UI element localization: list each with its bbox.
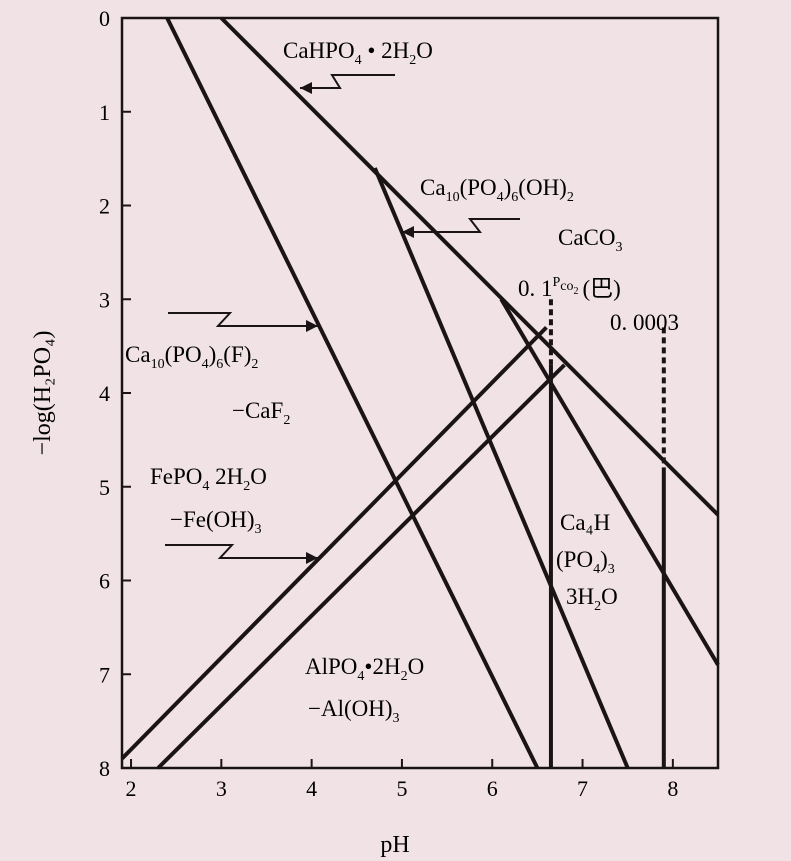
y-tick-label: 2: [99, 194, 110, 219]
label-pco2-0.1: 0. 1Pco2 (巴): [518, 275, 621, 301]
pointer-hap: [402, 218, 520, 233]
annotation-alpo4: AlPO4•2H2O −Al(OH)3: [305, 654, 424, 726]
svg-text:Ca10(PO4)6(F)2: Ca10(PO4)6(F)2: [125, 342, 258, 372]
pointer-fap: [168, 312, 318, 327]
label-pco2-0.0003: 0. 0003: [610, 310, 679, 335]
x-tick-label: 6: [487, 776, 498, 801]
pointer-fepo4: [165, 544, 318, 559]
label-ca4h-h2o: 3H2O: [566, 584, 618, 614]
label-caco3: CaCO3: [558, 225, 623, 255]
series-lines: [120, 16, 720, 770]
y-tick-label: 8: [99, 756, 110, 781]
svg-text:Ca10(PO4)6(OH)2: Ca10(PO4)6(OH)2: [420, 175, 574, 205]
arrow-head-icon: [402, 226, 414, 238]
y-tick-label: 3: [99, 287, 110, 312]
y-tick-label: 5: [99, 475, 110, 500]
label-ca4h: Ca₄H: [560, 510, 610, 535]
y-tick-label: 1: [99, 100, 110, 125]
y-ticks: 0 1 2 3 4 5 6 7 8: [99, 6, 131, 781]
series-line-2: [373, 167, 630, 769]
y-tick-label: 0: [99, 6, 110, 31]
series-line-4: [165, 17, 540, 769]
series-line-6: [156, 363, 566, 770]
x-tick-label: 7: [577, 776, 588, 801]
svg-text:AlPO4•2H2O: AlPO4•2H2O: [305, 654, 424, 684]
series-line-1: [219, 16, 720, 517]
x-axis-title: pH: [380, 832, 409, 858]
label-ca4h-po4: (PO4)3: [556, 547, 615, 577]
annotation-hap: Ca10(PO4)6(OH)2 CaCO3: [402, 175, 623, 255]
pointer-cahpo4: [300, 74, 395, 89]
label-aloh3: −Al(OH)3: [308, 696, 400, 726]
label-caf2: −CaF2: [232, 398, 290, 428]
y-tick-label: 7: [99, 662, 110, 687]
annotation-fepo4: FePO4 2H2O −Fe(OH)3: [150, 464, 318, 564]
x-tick-label: 5: [396, 776, 407, 801]
arrow-head-icon: [306, 552, 318, 564]
y-axis-title: −log(H₂PO₄): [30, 331, 56, 456]
annotation-ca4h: Ca₄H (PO4)3 3H2O: [556, 510, 618, 614]
x-tick-label: 2: [126, 776, 137, 801]
series-line-3: [499, 298, 720, 666]
svg-text:FePO4 2H2O: FePO4 2H2O: [150, 464, 267, 494]
annotation-pco2: 0. 1Pco2 (巴) 0. 0003: [518, 275, 679, 335]
x-tick-label: 3: [216, 776, 227, 801]
annotation-fap: Ca10(PO4)6(F)2 −CaF2: [125, 312, 318, 428]
y-tick-label: 4: [99, 381, 110, 406]
svg-text:CaHPO4 • 2H2O: CaHPO4 • 2H2O: [283, 38, 433, 68]
arrow-head-icon: [306, 320, 318, 332]
series-line-5: [120, 325, 548, 761]
arrow-head-icon: [300, 82, 312, 94]
x-ticks: 2 3 4 5 6 7 8: [126, 759, 678, 801]
label-feoh3: −Fe(OH)3: [170, 507, 262, 537]
y-tick-label: 6: [99, 569, 110, 594]
annotation-cahpo4: CaHPO4 • 2H2O: [283, 38, 433, 94]
x-tick-label: 4: [306, 776, 317, 801]
x-tick-label: 8: [667, 776, 678, 801]
